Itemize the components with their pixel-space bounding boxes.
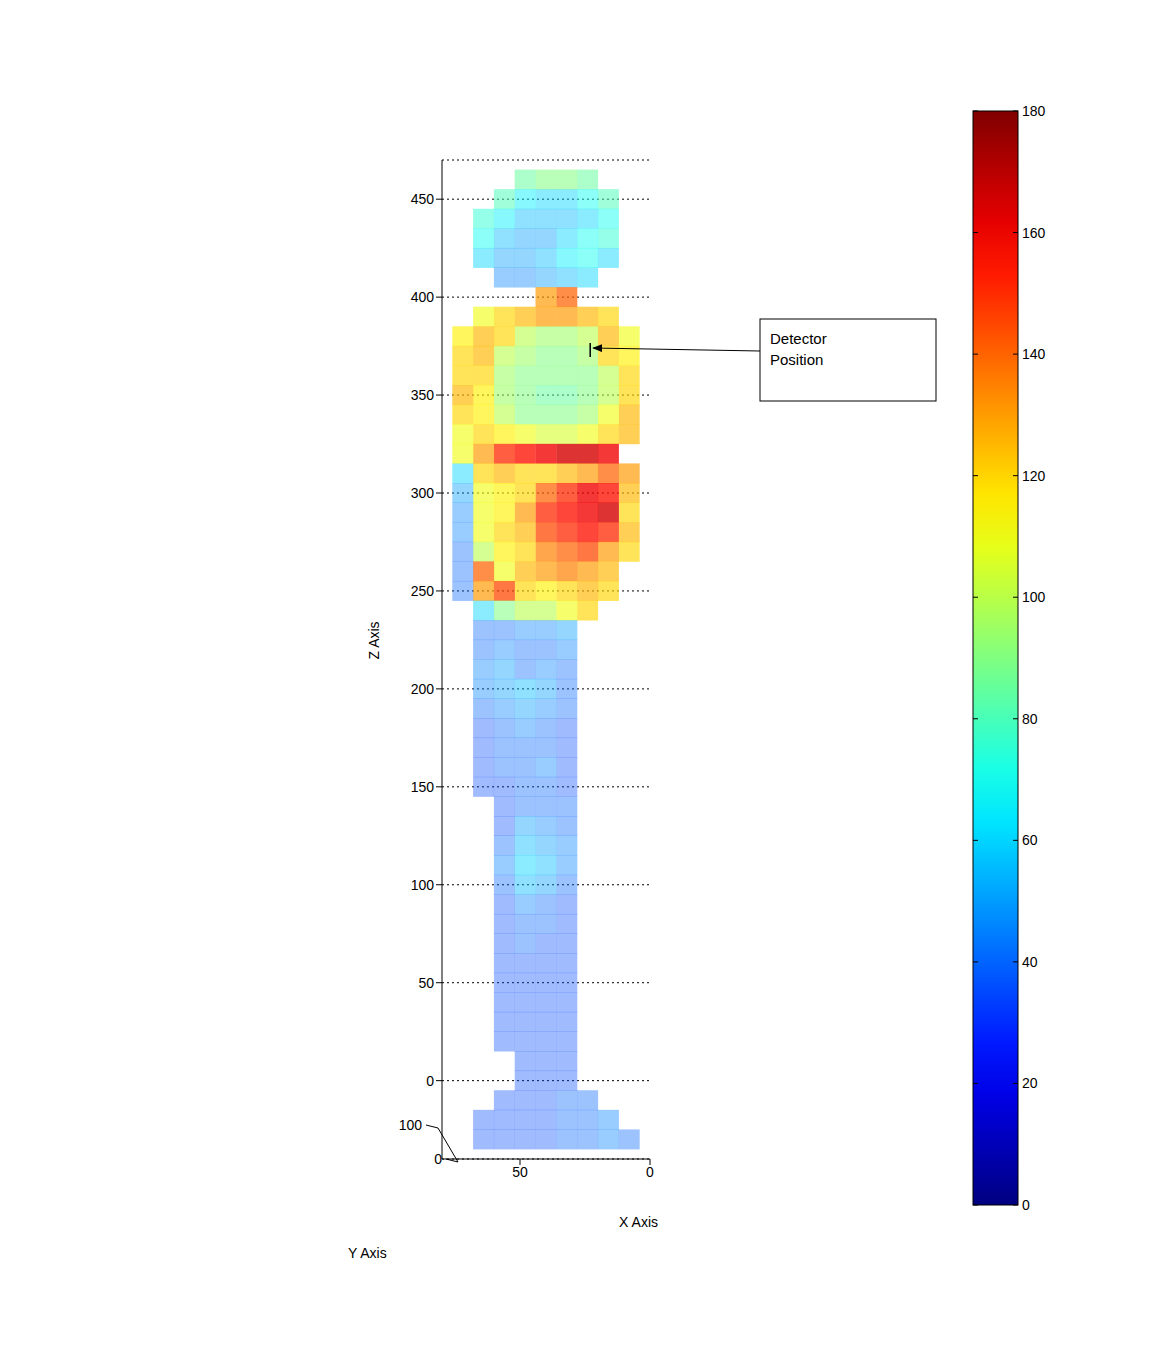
svg-text:450: 450: [411, 191, 435, 207]
svg-text:40: 40: [1022, 954, 1038, 970]
svg-text:0: 0: [434, 1151, 442, 1167]
svg-text:50: 50: [418, 975, 434, 991]
svg-text:0: 0: [426, 1073, 434, 1089]
svg-text:100: 100: [1022, 589, 1046, 605]
svg-text:X Axis: X Axis: [619, 1214, 658, 1230]
svg-text:200: 200: [411, 681, 435, 697]
svg-text:50: 50: [512, 1164, 528, 1180]
svg-text:140: 140: [1022, 346, 1046, 362]
svg-text:Y Axis: Y Axis: [348, 1245, 387, 1261]
svg-text:300: 300: [411, 485, 435, 501]
svg-text:100: 100: [411, 877, 435, 893]
svg-text:160: 160: [1022, 225, 1046, 241]
svg-text:Position: Position: [770, 351, 823, 368]
svg-text:20: 20: [1022, 1075, 1038, 1091]
svg-text:400: 400: [411, 289, 435, 305]
svg-text:60: 60: [1022, 832, 1038, 848]
svg-text:0: 0: [646, 1164, 654, 1180]
svg-text:100: 100: [399, 1117, 423, 1133]
svg-text:0: 0: [1022, 1197, 1030, 1213]
svg-text:Z Axis: Z Axis: [366, 621, 382, 659]
svg-text:Detector: Detector: [770, 330, 827, 347]
svg-text:250: 250: [411, 583, 435, 599]
svg-text:120: 120: [1022, 468, 1046, 484]
svg-text:150: 150: [411, 779, 435, 795]
svg-text:80: 80: [1022, 711, 1038, 727]
svg-text:350: 350: [411, 387, 435, 403]
svg-text:180: 180: [1022, 103, 1046, 119]
